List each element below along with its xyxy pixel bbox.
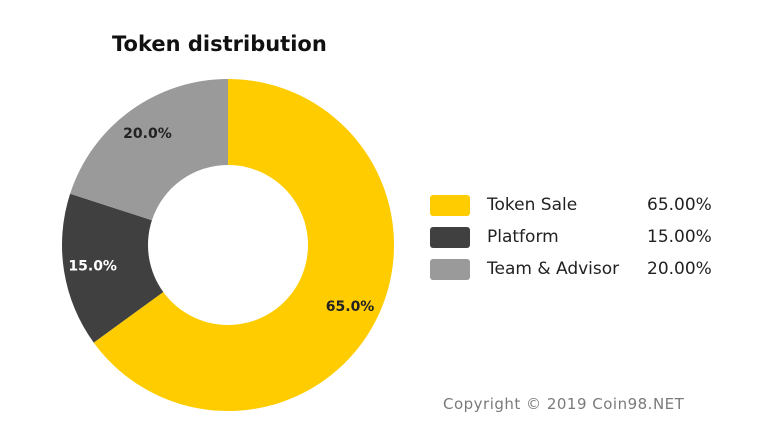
donut-slice-platform <box>61 193 164 343</box>
legend-label: Team & Advisor <box>487 259 620 279</box>
legend-value: 65.00% <box>647 195 712 215</box>
donut-chart: 65.0% 15.0% 20.0% <box>61 79 394 412</box>
chart-title: Token distribution <box>112 32 327 56</box>
donut-slice-token-sale <box>93 79 394 412</box>
copyright-text: Copyright © 2019 Coin98.NET <box>443 395 685 413</box>
legend: Token Sale 65.00% Platform 15.00% Team &… <box>430 192 730 288</box>
slice-label: 65.0% <box>326 299 375 315</box>
legend-value: 15.00% <box>647 227 712 247</box>
slice-label: 15.0% <box>68 258 117 274</box>
legend-item-token-sale: Token Sale 65.00% <box>430 192 730 224</box>
slice-label: 20.0% <box>123 126 172 142</box>
legend-swatch <box>430 259 470 280</box>
legend-label: Token Sale <box>487 195 578 215</box>
legend-item-platform: Platform 15.00% <box>430 224 730 256</box>
donut-slice-team-advisor <box>70 79 228 221</box>
legend-value: 20.00% <box>647 259 712 279</box>
legend-label: Platform <box>487 227 559 247</box>
legend-item-team-advisor: Team & Advisor 20.00% <box>430 256 730 288</box>
legend-swatch <box>430 195 470 216</box>
legend-swatch <box>430 227 470 248</box>
